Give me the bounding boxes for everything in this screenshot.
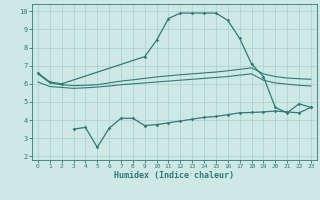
X-axis label: Humidex (Indice chaleur): Humidex (Indice chaleur) (115, 171, 234, 180)
